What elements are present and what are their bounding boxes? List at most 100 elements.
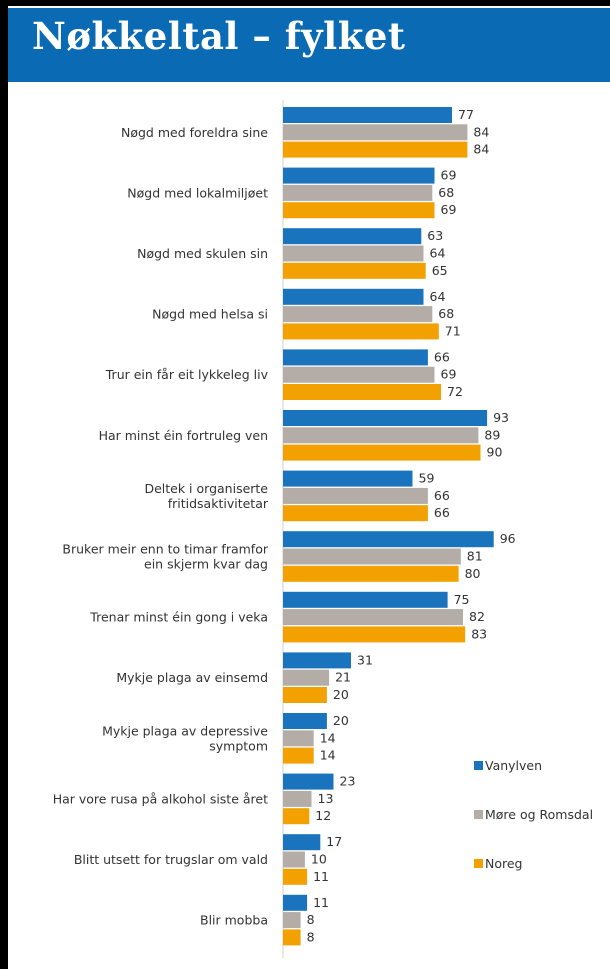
data-label: 89 [484, 427, 500, 442]
data-label: 80 [465, 566, 481, 581]
bar [283, 306, 433, 323]
category-label: Har minst éin fortruleg ven [99, 428, 268, 443]
data-label: 81 [467, 549, 483, 564]
data-label: 90 [487, 445, 503, 460]
legend-label: Møre og Romsdal [485, 807, 593, 822]
data-label: 63 [427, 228, 443, 243]
category-label: Nøgd med helsa si [152, 307, 268, 322]
bar [283, 444, 481, 461]
bar [283, 730, 314, 747]
data-label: 20 [333, 713, 349, 728]
bar [283, 929, 301, 946]
bar [283, 141, 468, 158]
data-label: 84 [473, 142, 489, 157]
bar [283, 912, 301, 929]
header-banner: Nøkkeltal – fylket [8, 8, 610, 82]
data-label: 66 [434, 349, 450, 364]
data-label: 69 [441, 168, 457, 183]
bar [283, 773, 334, 790]
category-label: Bruker meir enn to timar framfor ein skje… [62, 542, 268, 572]
legend-label: Noreg [485, 856, 523, 871]
data-label: 10 [311, 852, 327, 867]
data-label: 17 [326, 834, 342, 849]
category-label: Mykje plaga av depressive symptom [102, 723, 268, 753]
bar [283, 834, 321, 851]
bar [283, 470, 413, 487]
category-label: Trur ein får eit lykkeleg liv [105, 367, 269, 382]
bar [283, 669, 330, 686]
bar [283, 124, 468, 141]
category-label: Blir mobba [200, 913, 268, 928]
data-label: 65 [432, 263, 448, 278]
category-label: Nøgd med skulen sin [137, 246, 268, 261]
bar [283, 531, 494, 548]
data-label: 93 [493, 410, 509, 425]
data-label: 21 [335, 670, 351, 685]
bar [283, 548, 461, 565]
data-label: 66 [434, 505, 450, 520]
data-label: 77 [458, 107, 474, 122]
data-label: 8 [307, 912, 315, 927]
data-label: 59 [419, 471, 435, 486]
bar [283, 107, 452, 123]
data-label: 69 [441, 202, 457, 217]
legend-swatch [474, 810, 483, 819]
bar [283, 626, 466, 643]
bar [283, 410, 488, 426]
category-label: Mykje plaga av einsemd [116, 670, 268, 685]
data-label: 13 [318, 791, 334, 806]
bar [283, 487, 428, 504]
category-label: Nøgd med lokalmiljøet [127, 185, 268, 200]
bar [283, 790, 312, 807]
data-label: 72 [447, 384, 463, 399]
data-label: 12 [315, 808, 331, 823]
category-label: Blitt utsett for trugslar om vald [74, 852, 268, 867]
bar [283, 184, 433, 201]
bar [283, 713, 327, 729]
data-label: 68 [438, 185, 454, 200]
bar [283, 288, 424, 305]
bar [283, 609, 463, 626]
data-label: 14 [320, 730, 336, 745]
bar [283, 323, 439, 340]
legend-swatch [474, 761, 483, 770]
data-label: 96 [500, 531, 516, 546]
bar [283, 384, 441, 400]
bar [283, 747, 314, 764]
data-label: 23 [340, 774, 356, 789]
data-label: 83 [471, 626, 487, 641]
data-label: 75 [454, 592, 470, 607]
bar [283, 167, 435, 184]
data-label: 71 [445, 323, 461, 338]
data-label: 64 [430, 289, 446, 304]
bar [283, 505, 428, 522]
data-label: 84 [473, 124, 489, 139]
data-label: 64 [430, 246, 446, 261]
bar [283, 652, 351, 669]
data-label: 31 [357, 652, 373, 667]
bar [283, 808, 310, 825]
category-label: Nøgd med foreldra sine [121, 125, 268, 140]
bar [283, 366, 435, 383]
bar [283, 427, 479, 444]
data-label: 82 [469, 609, 485, 624]
bar [283, 565, 459, 582]
data-label: 8 [307, 929, 315, 944]
bar [283, 868, 308, 885]
data-label: 68 [438, 306, 454, 321]
data-label: 20 [333, 687, 349, 702]
legend-label: Vanylven [485, 758, 542, 773]
bar [283, 851, 305, 868]
legend-swatch [474, 859, 483, 868]
bar [283, 349, 428, 366]
bar [283, 687, 327, 703]
category-label: Trenar minst éin gong i veka [89, 610, 268, 625]
category-label: Har vore rusa på alkohol siste året [53, 791, 268, 806]
category-label: Deltek i organiserte fritidsaktivitetar [144, 481, 268, 511]
bar [283, 228, 422, 245]
data-label: 11 [313, 895, 329, 910]
data-label: 11 [313, 869, 329, 884]
bar [283, 262, 426, 279]
bar [283, 202, 435, 219]
